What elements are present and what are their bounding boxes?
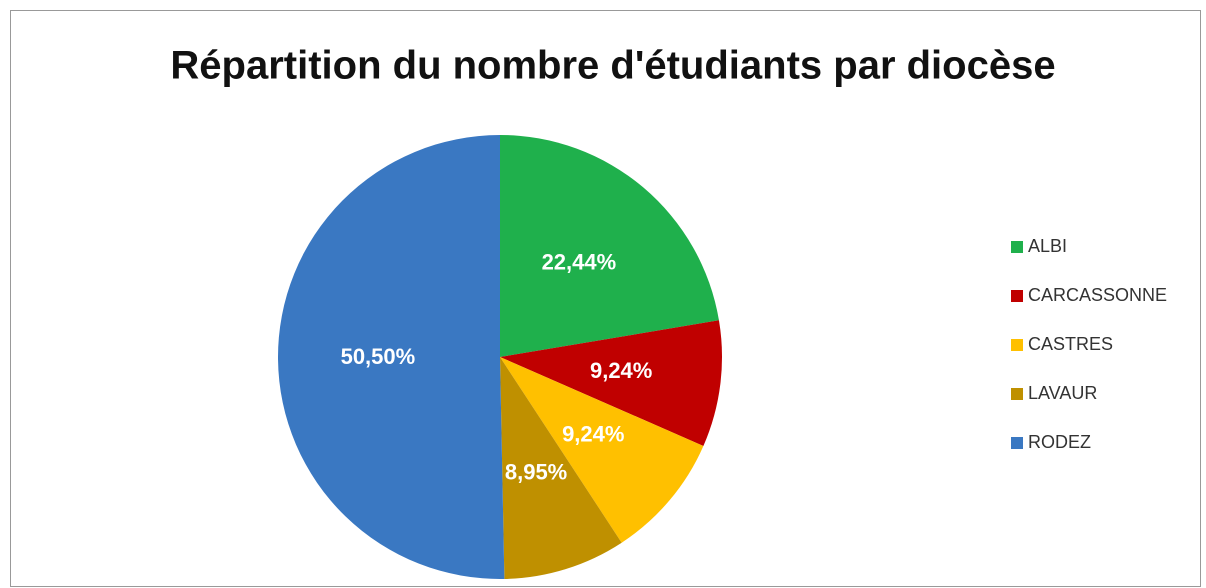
data-label: 22,44% xyxy=(542,250,617,275)
pie-slice xyxy=(278,135,505,579)
legend-swatch xyxy=(1011,388,1023,400)
data-label: 50,50% xyxy=(341,344,416,369)
pie-slice xyxy=(500,135,719,357)
legend-label: CARCASSONNE xyxy=(1028,285,1167,305)
legend-label: LAVAUR xyxy=(1028,383,1097,403)
legend-swatch xyxy=(1011,339,1023,351)
data-label: 8,95% xyxy=(505,459,567,484)
pie-slice xyxy=(500,320,722,446)
pie-slice xyxy=(500,357,622,579)
chart-title: Répartition du nombre d'étudiants par di… xyxy=(170,44,1055,88)
legend-swatch xyxy=(1011,437,1023,449)
legend-label: CASTRES xyxy=(1028,334,1113,354)
data-label: 9,24% xyxy=(562,422,624,447)
legend-label: RODEZ xyxy=(1028,432,1091,452)
legend-label: ALBI xyxy=(1028,236,1067,256)
legend-swatch xyxy=(1011,241,1023,253)
data-label: 9,24% xyxy=(590,358,652,383)
pie-slice xyxy=(500,357,704,543)
legend-swatch xyxy=(1011,290,1023,302)
